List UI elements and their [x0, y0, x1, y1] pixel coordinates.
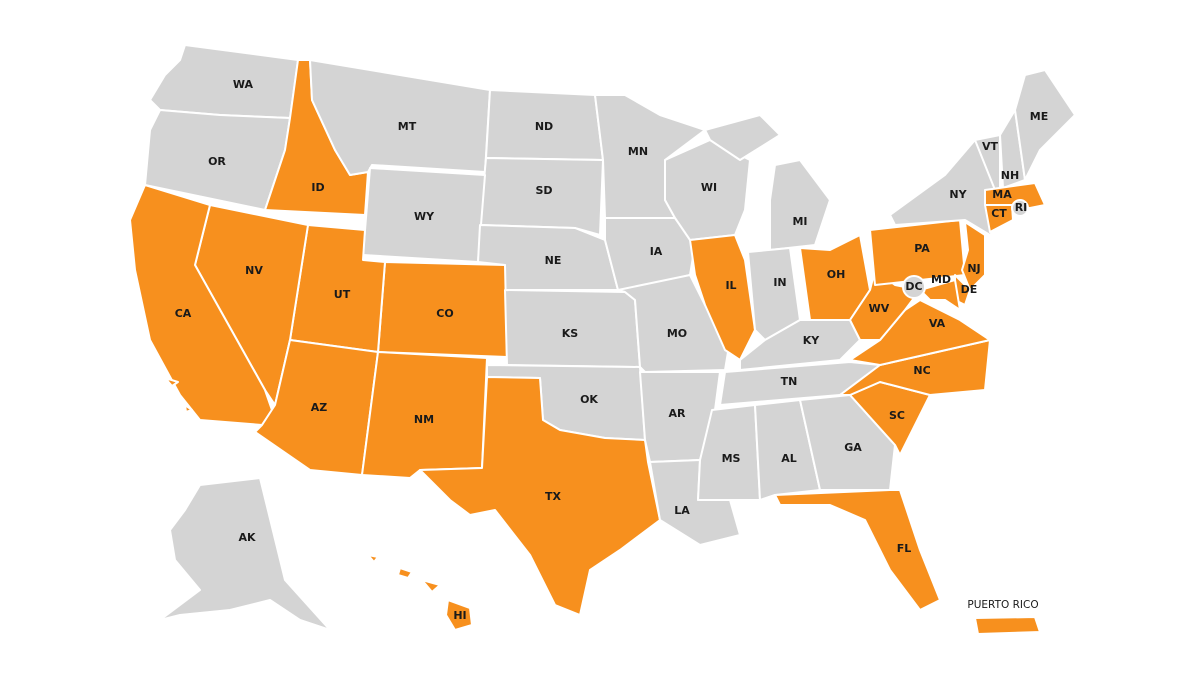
state-label: WA [233, 78, 254, 91]
state-label: ND [535, 120, 553, 133]
state-label: NJ [967, 262, 980, 275]
state-label: LA [674, 504, 690, 517]
state-label: AK [238, 531, 256, 544]
state-label: UT [334, 288, 351, 301]
state-shape[interactable] [159, 477, 331, 631]
state-shape[interactable] [445, 599, 473, 631]
state-label: MO [667, 327, 687, 340]
state-dc[interactable] [902, 275, 926, 299]
state-shape[interactable] [129, 184, 273, 426]
state-label: VA [929, 317, 946, 330]
state-label: OK [580, 393, 598, 406]
state-shape[interactable] [367, 554, 379, 563]
state-label: OR [208, 155, 226, 168]
state-shape[interactable] [974, 616, 1041, 635]
state-label: FL [897, 542, 912, 555]
state-label: IA [650, 245, 663, 258]
state-label: HI [453, 609, 466, 622]
state-shape[interactable] [419, 376, 661, 616]
state-ri[interactable] [1011, 199, 1029, 217]
state-label: DC [905, 280, 922, 293]
state-shape[interactable] [421, 579, 441, 593]
state-label: PA [914, 242, 930, 255]
state-label: TN [781, 375, 798, 388]
state-label: AZ [311, 401, 328, 414]
state-label: ME [1030, 110, 1048, 123]
state-shape[interactable] [164, 377, 179, 387]
state-label: NM [414, 413, 434, 426]
state-label: WI [701, 181, 717, 194]
state-label: TX [545, 490, 562, 503]
state-label: NE [545, 254, 562, 267]
state-shape[interactable] [919, 279, 961, 311]
state-shape[interactable] [774, 489, 941, 611]
state-label: IL [725, 279, 736, 292]
state-wa[interactable] [149, 44, 299, 119]
state-label: MS [722, 452, 741, 465]
state-fl[interactable] [774, 489, 941, 611]
state-label: NV [245, 264, 263, 277]
state-marker[interactable] [1011, 199, 1029, 217]
state-shape[interactable] [984, 204, 1014, 233]
state-mi[interactable] [704, 114, 831, 251]
state-label: NY [949, 188, 967, 201]
state-label: OH [827, 268, 846, 281]
state-pr[interactable] [974, 616, 1041, 635]
state-label: AR [669, 407, 687, 420]
state-ma[interactable] [984, 182, 1046, 209]
state-label: GA [844, 441, 862, 454]
state-md[interactable] [919, 279, 961, 311]
state-label: CA [175, 307, 192, 320]
state-label: WV [869, 302, 890, 315]
state-al[interactable] [754, 399, 821, 501]
state-label: ID [311, 181, 324, 194]
state-label: SD [535, 184, 552, 197]
state-label: VT [982, 140, 999, 153]
state-label: KS [562, 327, 579, 340]
state-label: RI [1015, 201, 1028, 214]
state-label: PUERTO RICO [967, 599, 1038, 611]
state-tx[interactable] [419, 376, 661, 616]
state-label: MD [931, 273, 951, 286]
state-label: CO [436, 307, 453, 320]
state-label: NH [1001, 169, 1019, 182]
state-shape[interactable] [149, 44, 299, 119]
state-label: IN [773, 276, 786, 289]
state-shape[interactable] [704, 114, 781, 161]
state-me[interactable] [1014, 69, 1076, 181]
state-ak[interactable] [159, 477, 331, 631]
state-label: WY [414, 210, 435, 223]
state-shape[interactable] [754, 399, 821, 501]
state-ca[interactable] [129, 184, 273, 426]
state-shape[interactable] [961, 221, 986, 291]
state-label: CT [991, 207, 1007, 220]
state-label: NC [913, 364, 930, 377]
state-label: AL [781, 452, 797, 465]
state-label: MI [792, 215, 807, 228]
state-label: KY [803, 334, 821, 347]
state-shape[interactable] [984, 182, 1046, 209]
state-label: DE [961, 283, 978, 296]
state-label: MT [398, 120, 417, 133]
state-label: SC [889, 409, 905, 422]
state-ct[interactable] [984, 204, 1014, 233]
state-shape[interactable] [1014, 69, 1076, 181]
state-shape[interactable] [769, 159, 831, 251]
state-marker[interactable] [902, 275, 926, 299]
state-shape[interactable] [397, 567, 413, 579]
state-shape[interactable] [184, 404, 193, 413]
state-label: MN [628, 145, 648, 158]
state-hi[interactable] [367, 554, 473, 631]
state-nj[interactable] [961, 221, 986, 291]
state-label: MA [992, 188, 1012, 201]
